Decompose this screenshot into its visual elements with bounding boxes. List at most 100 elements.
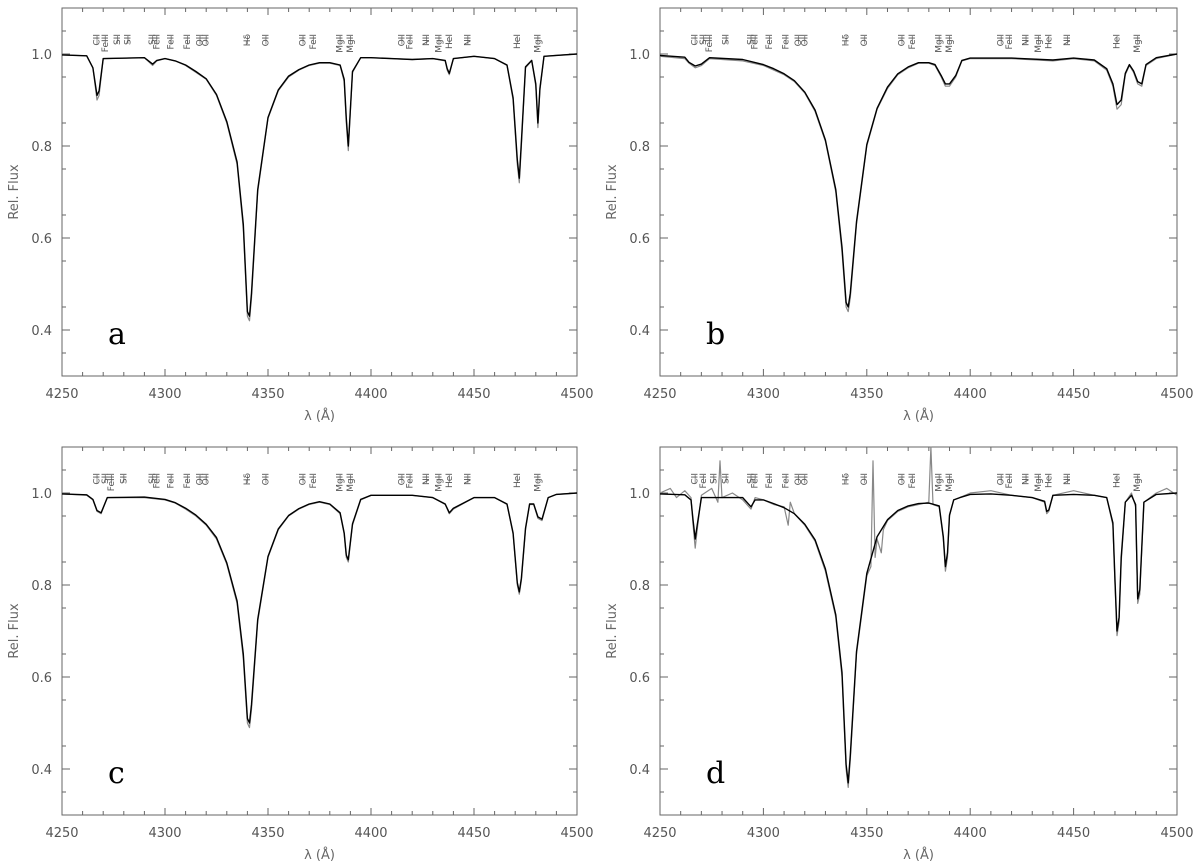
line-id-label: MgII (336, 473, 346, 492)
y-axis-label: Rel. Flux (7, 603, 22, 659)
line-id-label: FeIII (101, 34, 111, 52)
x-axis-label: λ (Å) (903, 408, 934, 424)
line-id-label: MgII (945, 473, 955, 492)
x-tick-label: 4350 (251, 387, 284, 402)
y-tick-label: 1.0 (31, 487, 52, 502)
line-id-label: SII (699, 34, 709, 45)
line-id-label: CII (93, 34, 103, 46)
line-id-label: OII (299, 34, 309, 46)
y-tick-label: 0.6 (629, 232, 650, 247)
line-id-label: OII (860, 34, 870, 46)
line-id-label: FeII (1005, 34, 1015, 50)
line-id-label: MgII (1034, 473, 1044, 492)
x-tick-label: 4400 (954, 826, 987, 841)
y-tick-label: 0.4 (629, 324, 650, 339)
line-id-label: FeII (1005, 473, 1015, 489)
line-id-label: FeII (765, 34, 775, 50)
line-id-label: FeII (699, 473, 709, 489)
line-id-label: OII (897, 34, 907, 46)
line-id-label: FeII (167, 34, 177, 50)
line-id-label: MgII (434, 473, 444, 492)
line-id-label: MgII (533, 473, 543, 492)
observed-spectrum-line (61, 53, 578, 322)
y-axis-label: Rel. Flux (7, 164, 22, 220)
y-tick-label: 0.4 (31, 763, 52, 778)
y-tick-label: 0.4 (31, 324, 52, 339)
x-tick-label: 4250 (45, 826, 78, 841)
x-tick-label: 4300 (747, 387, 780, 402)
model-spectrum-line (659, 53, 1178, 308)
line-id-label: HeI (513, 473, 523, 488)
plot-frame (61, 7, 578, 377)
line-id-label: FeIII (107, 473, 117, 491)
chart-panel-a: 4250 4300 4350 4400 4450 4500 0.4 0.6 0.8 1.0 λ (Å… (7, 7, 594, 424)
x-tick-label: 4400 (354, 387, 387, 402)
line-id-label: OII (860, 473, 870, 485)
line-id-label: HeI (513, 34, 523, 49)
plot-frame (659, 446, 1178, 816)
y-tick-label: 0.6 (31, 232, 52, 247)
x-tick-label: 4300 (148, 387, 181, 402)
plot-frame (61, 446, 578, 816)
line-id-label: MgII (945, 34, 955, 53)
line-id-label: NII (1022, 473, 1032, 485)
line-id-label: FeII (167, 473, 177, 489)
line-id-label: OII (196, 34, 206, 46)
line-id-label: HeI (1113, 34, 1123, 49)
x-tick-label: 4300 (148, 826, 181, 841)
y-tick-label: 0.8 (31, 140, 52, 155)
x-tick-label: 4450 (457, 826, 490, 841)
line-id-label: OII (261, 473, 271, 485)
y-tick-label: 1.0 (629, 487, 650, 502)
line-id-label: SII (148, 473, 158, 484)
y-tick-label: 1.0 (629, 48, 650, 63)
observed-spectrum-line (61, 492, 578, 729)
line-id-label: FeII (908, 473, 918, 489)
chart-panel-b: 4250 4300 4350 4400 4450 4500 0.4 0.6 0.8 1.0 λ (Å… (605, 7, 1194, 424)
model-spectrum-line (61, 492, 578, 724)
line-id-label: OII (897, 473, 907, 485)
line-id-label: CII (691, 34, 701, 46)
x-tick-label: 4300 (747, 826, 780, 841)
x-tick-label: 4400 (954, 387, 987, 402)
line-id-label: FeII (751, 34, 761, 50)
line-id-label: NII (422, 34, 432, 46)
y-tick-label: 1.0 (31, 48, 52, 63)
line-id-label: FeII (309, 34, 319, 50)
line-id-label: FeII (406, 34, 416, 50)
line-id-label: SII (746, 34, 756, 45)
line-id-label: FeII (751, 473, 761, 489)
line-id-label: CII (93, 473, 103, 485)
y-tick-label: 0.6 (31, 671, 52, 686)
line-id-label: OII (794, 34, 804, 46)
line-id-label: SII (148, 34, 158, 45)
line-id-label: Hδ (243, 473, 253, 486)
line-id-label: SII (709, 473, 719, 484)
line-id-label: MgII (336, 34, 346, 53)
x-tick-label: 4500 (560, 826, 593, 841)
y-tick-label: 0.8 (629, 140, 650, 155)
model-spectrum-line (659, 492, 1178, 784)
line-id-label: OII (261, 34, 271, 46)
x-axis-label: λ (Å) (304, 408, 335, 424)
x-tick-label: 4450 (457, 387, 490, 402)
line-id-label: OII (997, 34, 1007, 46)
line-id-label: OII (202, 473, 212, 485)
line-id-label: OII (196, 473, 206, 485)
line-id-label: FeII (152, 473, 162, 489)
line-id-label: MgII (1034, 34, 1044, 53)
line-id-label: OII (299, 473, 309, 485)
x-tick-label: 4400 (354, 826, 387, 841)
line-id-label: OII (800, 34, 810, 46)
line-id-label: FeIII (705, 34, 715, 52)
line-id-label: MgII (935, 473, 945, 492)
line-id-label: NII (463, 473, 473, 485)
model-spectrum-line (61, 53, 578, 317)
x-tick-label: 4500 (1160, 826, 1193, 841)
line-id-label: OII (202, 34, 212, 46)
x-axis-label: λ (Å) (903, 847, 934, 863)
line-id-label: NII (1022, 34, 1032, 46)
panel-label: b (706, 317, 725, 352)
plot-frame (659, 7, 1178, 377)
y-tick-label: 0.4 (629, 763, 650, 778)
